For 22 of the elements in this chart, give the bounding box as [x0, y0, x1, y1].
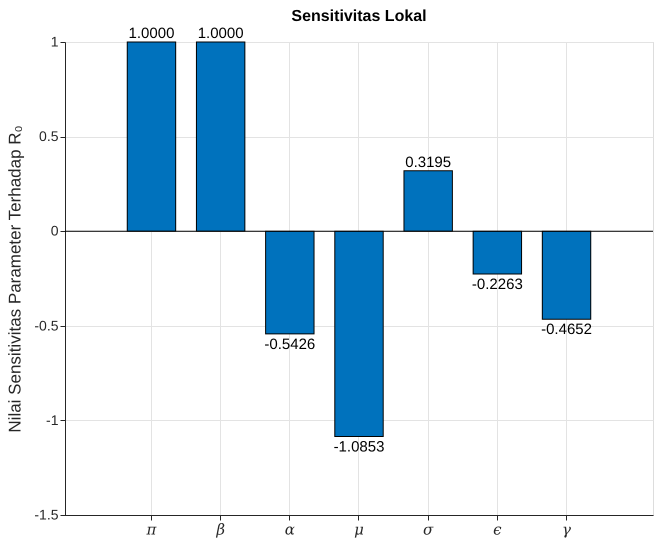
y-axis-title: Nilai Sensitivitas Parameter Terhadap R₀	[5, 125, 24, 433]
data-label: -0.5426	[264, 336, 316, 353]
data-label: 1.0000	[128, 25, 174, 42]
x-tick-label: σ	[423, 520, 434, 538]
data-label: 0.3195	[405, 154, 452, 171]
x-tick-label: γ	[562, 520, 572, 538]
x-tick-label: π	[146, 520, 158, 538]
data-label: -0.4652	[541, 321, 592, 338]
chart-title: Sensitivitas Lokal	[291, 8, 427, 25]
y-tick-label: 0.5	[39, 128, 59, 144]
data-label: 1.0000	[198, 25, 244, 42]
y-tick-label: -1.5	[34, 506, 59, 522]
data-label: -0.2263	[472, 276, 523, 294]
y-tick-label: 1	[50, 34, 59, 50]
y-tick-label: -0.5	[34, 317, 59, 334]
x-tick-label: μ	[354, 520, 364, 538]
x-tick-label: ϵ	[493, 520, 502, 538]
x-tick-label: β	[215, 520, 226, 538]
y-tick-label: 0	[50, 222, 59, 239]
y-tick-label: -1	[46, 412, 59, 428]
x-tick-label: α	[284, 520, 295, 538]
data-label: -1.0853	[334, 438, 384, 456]
